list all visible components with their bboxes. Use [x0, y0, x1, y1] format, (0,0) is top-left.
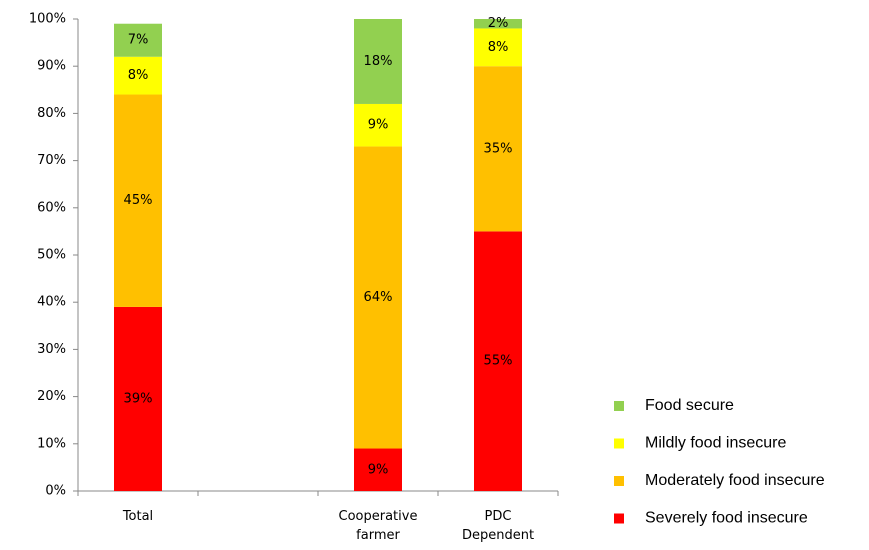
bar-segment [354, 448, 402, 491]
bar-segment [474, 231, 522, 491]
bar-segment [114, 56, 162, 95]
y-tick-label: 100% [29, 12, 66, 27]
legend-label: Food secure [645, 397, 734, 414]
legend-swatch [614, 513, 624, 524]
data-label: 7% [128, 33, 149, 48]
data-label: 18% [364, 54, 393, 69]
data-label: 8% [128, 68, 149, 83]
legend-label: Moderately food insecure [645, 472, 825, 489]
legend-label: Severely food insecure [645, 510, 808, 527]
data-label: 9% [368, 462, 389, 477]
y-tick-label: 10% [37, 436, 66, 451]
data-label: 2% [488, 16, 509, 31]
data-label: 35% [484, 141, 513, 156]
y-tick-label: 80% [37, 106, 66, 121]
y-tick-label: 90% [37, 59, 66, 74]
y-tick-label: 50% [37, 248, 66, 263]
y-tick-label: 70% [37, 153, 66, 168]
y-tick-label: 60% [37, 200, 66, 215]
data-label: 9% [368, 118, 389, 133]
y-tick-label: 40% [37, 295, 66, 310]
y-tick-label: 30% [37, 342, 66, 357]
legend-label: Mildly food insecure [645, 435, 787, 452]
legend-swatch [614, 401, 624, 411]
x-tick-label: PDC Dependent [461, 509, 535, 543]
bar-segment [474, 66, 522, 232]
bar-segment [354, 103, 402, 147]
bar-segment [114, 306, 162, 491]
y-tick-label: 0% [45, 484, 66, 499]
bar-segment [474, 28, 522, 67]
bar-segment [114, 23, 162, 57]
data-label: 39% [124, 391, 153, 406]
x-tick-label: Total [122, 509, 154, 524]
bar-segment [114, 94, 162, 307]
bar-segment [354, 19, 402, 104]
y-tick-label: 20% [37, 389, 66, 404]
data-label: 64% [364, 290, 393, 305]
x-tick-label: Cooperative farmer [338, 509, 418, 543]
legend-swatch [614, 476, 624, 486]
data-label: 8% [488, 40, 509, 55]
bar-segment [354, 146, 402, 449]
data-label: 45% [124, 193, 153, 208]
bar-segment [474, 19, 522, 29]
data-label: 55% [484, 354, 513, 369]
legend-swatch [614, 438, 624, 449]
